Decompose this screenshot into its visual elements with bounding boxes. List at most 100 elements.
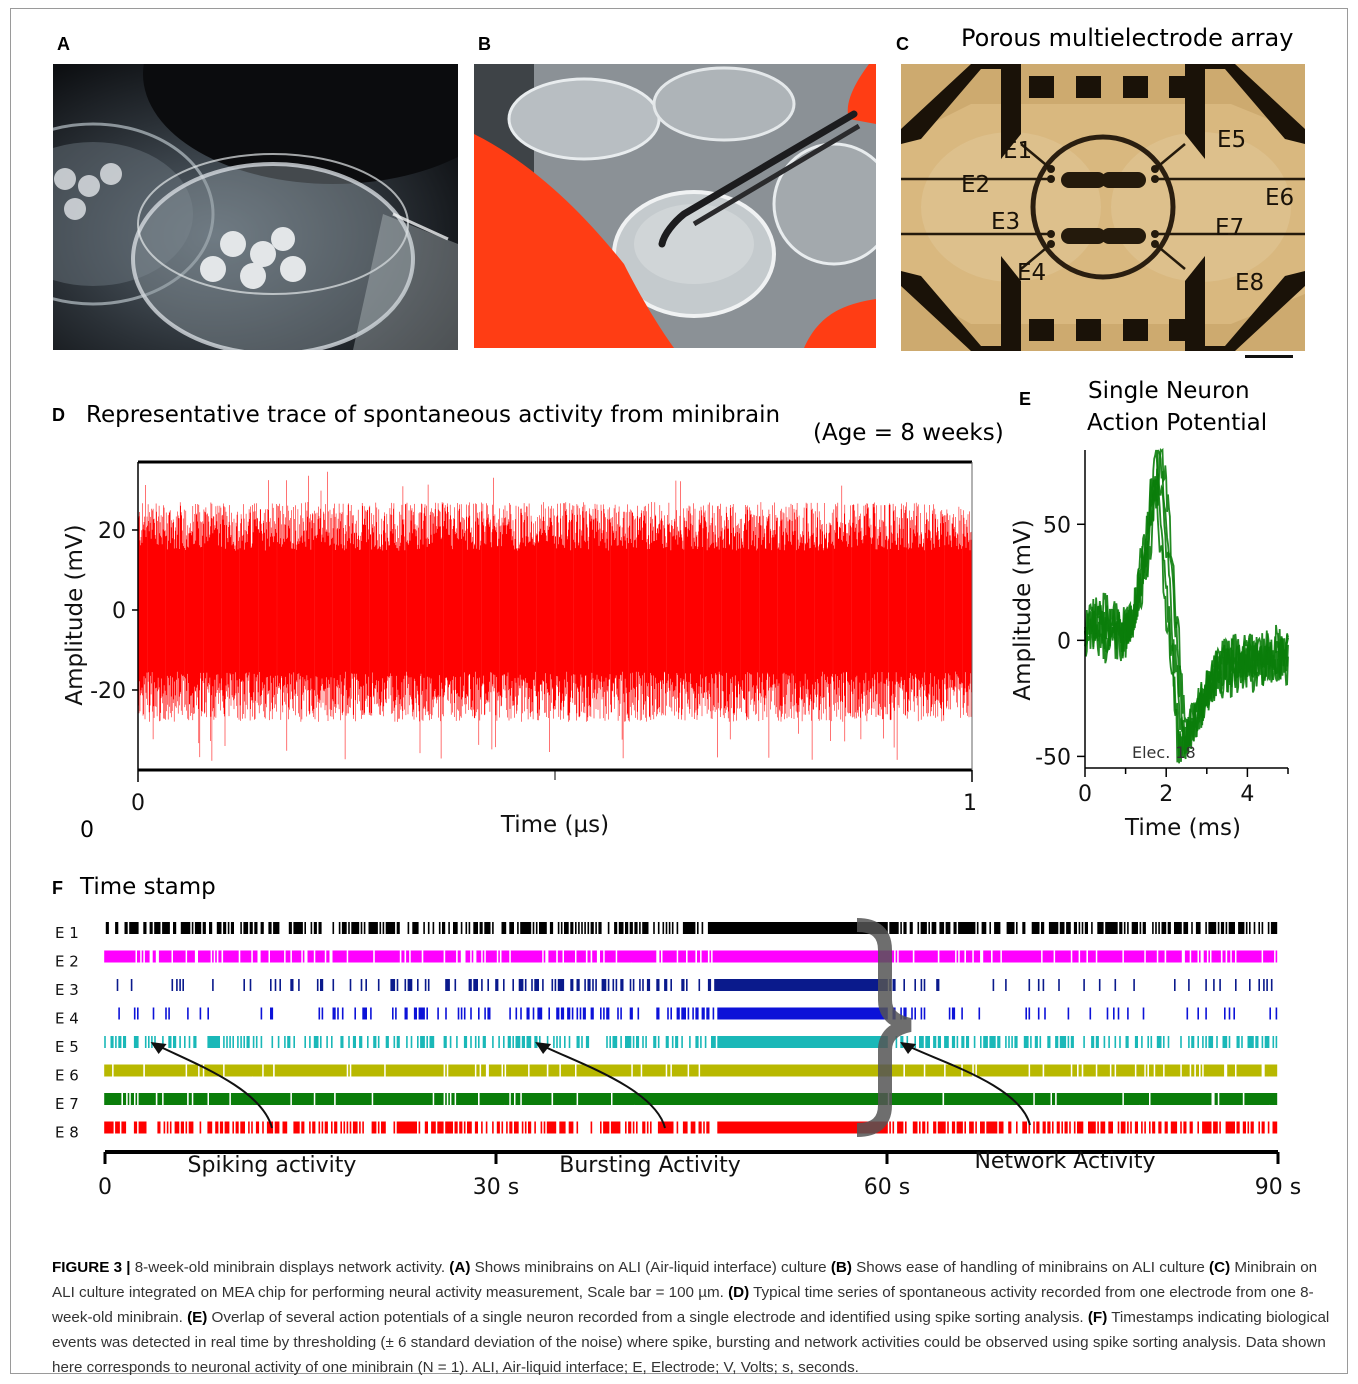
annotation-arrowhead xyxy=(535,1042,552,1054)
elec-inset-label: Elec. 18 xyxy=(1132,743,1196,762)
electrode-label-e6: E6 xyxy=(1265,185,1294,211)
x-tick-label: 0 xyxy=(131,791,145,816)
panel-e-title-line2: Action Potential xyxy=(1087,410,1268,436)
panel-a-photo xyxy=(53,64,458,350)
row-label: E 7 xyxy=(55,1095,79,1113)
x-tick-label: 30 s xyxy=(473,1175,519,1200)
x-tick-label: 2 xyxy=(1159,782,1173,807)
panel-c-micrograph: E1 E2 E3 E4 E5 E6 E7 E8 xyxy=(901,64,1305,351)
y-axis-label: Amplitude (mV) xyxy=(1010,519,1036,700)
scale-bar xyxy=(1245,355,1293,358)
panel-d-letter: D xyxy=(52,405,65,425)
spike-raster-3 xyxy=(116,979,1273,991)
caption-a-text: Shows minibrains on ALI (Air-liquid inte… xyxy=(470,1259,831,1276)
caption-d-text: Typical time series of spontaneous activ… xyxy=(52,1284,1314,1326)
annotation-arrowhead xyxy=(150,1042,167,1054)
y-tick-label: -20 xyxy=(90,679,126,704)
annotation-label: Network Activity xyxy=(974,1149,1155,1174)
x-tick-label: 90 s xyxy=(1255,1175,1301,1200)
row-label: E 6 xyxy=(55,1067,79,1085)
panel-a-letter: A xyxy=(57,34,70,54)
electrode-label-e7: E7 xyxy=(1215,215,1244,241)
action-potential-trace xyxy=(1084,449,1289,754)
panel-d-chart: 20 0 -20 0 1 Time (µs) Amplitude (mV) xyxy=(62,460,977,838)
spike-raster-6 xyxy=(104,1064,1278,1077)
caption-b-key: (B) xyxy=(830,1259,852,1276)
annotation-label: Bursting Activity xyxy=(559,1153,740,1178)
x-tick-label: 0 xyxy=(1078,782,1092,807)
electrode-label-e2: E2 xyxy=(961,172,990,198)
x-tick-label: 1 xyxy=(963,791,977,816)
panel-f-title: Time stamp xyxy=(80,874,216,900)
caption-a-key: (A) xyxy=(449,1259,471,1276)
network-burst-block xyxy=(717,1036,887,1048)
caption-e-text: Overlap of several action potentials of … xyxy=(207,1309,1088,1326)
caption-e-key: (E) xyxy=(187,1309,208,1326)
panel-b-letter: B xyxy=(478,34,491,54)
caption-f-text: Timestamps indicating biological events … xyxy=(52,1309,1330,1376)
y-tick-label: 0 xyxy=(112,599,126,624)
x-axis-label: Time (ms) xyxy=(1124,815,1241,841)
panel-f-chart: E 1 E 2 E 3 E 4 E 5 E 6 E 7 E 8 0 30 s 60 s 90 s Spi… xyxy=(55,918,1301,1200)
network-burst-block xyxy=(717,979,887,991)
spike-raster-7 xyxy=(104,1093,1278,1105)
electrode-label-e4: E4 xyxy=(1017,260,1046,286)
network-burst-block xyxy=(717,1093,887,1105)
network-burst-block xyxy=(717,950,887,963)
x-tick-label: 4 xyxy=(1240,782,1254,807)
panel-d-origin-label: 0 xyxy=(80,818,94,843)
x-axis-label: Time (µs) xyxy=(500,812,609,838)
row-label: E 1 xyxy=(55,924,79,942)
y-tick-label: 20 xyxy=(98,519,126,544)
network-burst-block xyxy=(717,922,887,934)
annotation-label: Spiking activity xyxy=(188,1153,357,1178)
caption-d-key: (D) xyxy=(728,1284,750,1301)
caption-c-key: (C) xyxy=(1209,1259,1231,1276)
row-label: E 5 xyxy=(55,1038,79,1056)
trace-series xyxy=(137,471,973,761)
y-tick-label: 50 xyxy=(1043,513,1071,538)
annotation-arrowhead xyxy=(900,1042,917,1054)
spike-raster-5 xyxy=(104,1036,1278,1048)
figure-frame xyxy=(10,8,1348,1374)
network-brace xyxy=(856,918,912,1137)
row-label: E 3 xyxy=(55,981,79,999)
x-tick-label: 60 s xyxy=(864,1175,910,1200)
annotation-arrow xyxy=(540,1044,666,1129)
electrode-label-e8: E8 xyxy=(1235,270,1264,296)
figure-caption: FIGURE 3 | 8-week-old minibrain displays… xyxy=(52,1255,1337,1380)
row-label: E 8 xyxy=(55,1124,79,1142)
spike-raster-2 xyxy=(104,950,1278,963)
spike-raster-1 xyxy=(105,922,1278,934)
panel-d-title: Representative trace of spontaneous acti… xyxy=(86,402,781,428)
panel-f-letter: F xyxy=(52,878,63,898)
network-burst-block xyxy=(717,1007,887,1020)
panel-e-chart: 50 0 -50 0 2 4 Time (ms) Amplitude (mV) Elec. 18 xyxy=(1010,447,1289,841)
network-burst-block xyxy=(717,1121,887,1134)
electrode-label-e3: E3 xyxy=(991,209,1020,235)
annotation-arrow xyxy=(905,1044,1031,1126)
caption-c-text: Minibrain on ALI culture integrated on M… xyxy=(52,1259,1318,1301)
network-burst-block xyxy=(717,1064,887,1077)
caption-label: FIGURE 3 | xyxy=(52,1259,131,1276)
action-potential-trace xyxy=(1084,447,1289,748)
row-label: E 2 xyxy=(55,953,79,971)
y-tick-label: 0 xyxy=(1057,629,1071,654)
caption-b-text: Shows ease of handling of minibrains on … xyxy=(851,1259,1210,1276)
electrode-label-e1: E1 xyxy=(1003,138,1032,164)
panel-c-title: Porous multielectrode array xyxy=(961,24,1294,52)
spike-raster-8 xyxy=(104,1121,1278,1134)
annotation-arrow xyxy=(156,1044,273,1129)
panel-e-title-line1: Single Neuron xyxy=(1088,378,1250,404)
electrode-label-e5: E5 xyxy=(1217,127,1246,153)
y-axis-label: Amplitude (mV) xyxy=(62,524,88,705)
spike-raster-4 xyxy=(118,1007,1278,1020)
panel-b-photo xyxy=(474,64,876,348)
panel-d-age: (Age = 8 weeks) xyxy=(813,420,1004,446)
caption-f-key: (F) xyxy=(1087,1309,1108,1326)
x-tick-label: 0 xyxy=(98,1175,112,1200)
panel-c-letter: C xyxy=(896,34,909,54)
row-label: E 4 xyxy=(55,1010,79,1028)
y-tick-label: -50 xyxy=(1035,745,1071,770)
caption-intro: 8-week-old minibrain displays network ac… xyxy=(130,1259,450,1276)
